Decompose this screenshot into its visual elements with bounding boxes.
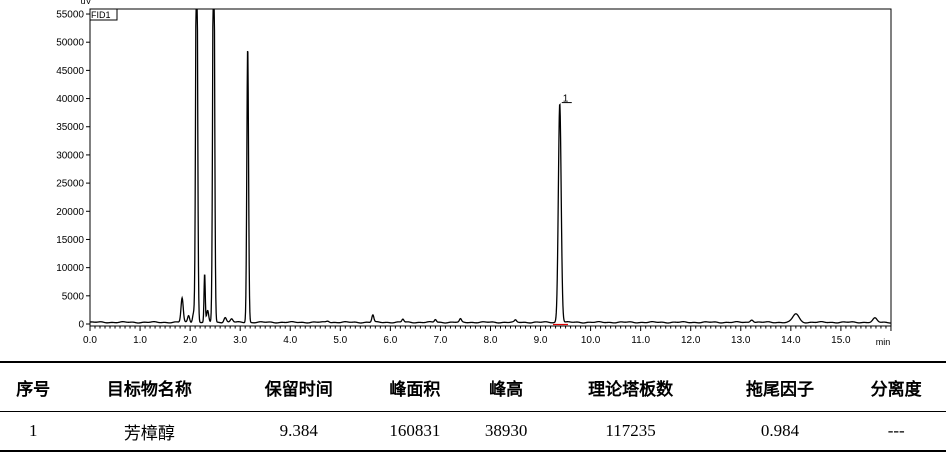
x-tick-label: 11.0 [631,335,650,346]
cell-compound-name: 芳樟醇 [123,423,175,443]
x-tick-label: 5.0 [333,335,347,346]
y-tick-label: 45000 [56,66,84,77]
cell-index: 1 [28,421,38,440]
header-index: 序号 [16,379,51,400]
y-axis: 0 5000 10000 15000 20000 25000 30000 35000 40000… [56,10,90,331]
results-table: 序号 目标物名称 保留时间 峰面积 峰高 理论塔板数 拖尾因子 分离度 1 芳樟… [0,361,946,452]
cell-tailing-factor: 0.984 [760,421,800,440]
y-tick-label: 15000 [56,235,84,246]
x-tick-label: 10.0 [581,335,601,346]
x-tick-label: 13.0 [731,335,751,346]
header-row: 序号 目标物名称 保留时间 峰面积 峰高 理论塔板数 拖尾因子 分离度 [0,362,946,412]
chromatogram: 0 5000 10000 15000 20000 25000 30000 35000 40000… [56,0,892,347]
x-axis: 0.0 1.0 2.0 3.0 4.0 5.0 6.0 7.0 8.0 9.0 10.0 11.0 12… [83,326,892,346]
y-unit-label: uV [80,0,91,6]
x-tick-label: 2.0 [183,335,197,346]
x-tick-label: 3.0 [233,335,247,346]
y-tick-label: 20000 [56,207,84,218]
x-tick-label: 8.0 [484,335,498,346]
y-tick-label: 50000 [56,38,84,49]
cell-peak-area: 160831 [389,421,441,440]
x-unit-label: min [876,337,891,347]
header-tailing-factor: 拖尾因子 [745,379,814,400]
peak-label: 1 [563,94,569,105]
y-tick-label: 10000 [56,263,84,274]
x-tick-label: 0.0 [83,335,97,346]
x-tick-label: 1.0 [133,335,147,346]
chromatogram-trace [89,8,892,324]
trace-label: FID1 [91,10,111,20]
results-table-header: 序号 目标物名称 保留时间 峰面积 峰高 理论塔板数 拖尾因子 分离度 [0,362,946,412]
y-tick-label: 35000 [56,122,84,133]
cell-resolution: --- [887,421,905,440]
x-tick-label: 9.0 [534,335,548,346]
cell-theoretical-plates: 117235 [605,421,656,440]
plot-frame [89,8,892,327]
y-tick-label: 40000 [56,94,84,105]
y-tick-label: 5000 [62,291,85,302]
table-row: 1 芳樟醇 9.384 160831 38930 117235 0.984 --… [0,412,946,451]
y-tick-label: 55000 [56,10,84,21]
cell-peak-height: 38930 [484,421,528,440]
x-tick-label: 6.0 [383,335,397,346]
y-tick-label: 0 [78,320,84,331]
y-tick-label: 30000 [56,150,84,161]
x-tick-label: 4.0 [283,335,297,346]
header-peak-area: 峰面积 [389,379,441,400]
header-retention-time: 保留时间 [264,379,333,400]
header-peak-height: 峰高 [489,379,524,400]
cell-retention-time: 9.384 [279,421,318,440]
x-tick-label: 15.0 [831,335,851,346]
x-tick-label: 12.0 [681,335,701,346]
y-tick-label: 25000 [56,179,84,190]
header-theoretical-plates: 理论塔板数 [588,379,674,400]
header-resolution: 分离度 [870,379,922,400]
x-tick-label: 14.0 [781,335,801,346]
trace-label-box [89,8,118,21]
peak-marks: 1 [561,94,572,105]
x-tick-label: 7.0 [433,335,447,346]
header-compound-name: 目标物名称 [106,379,192,400]
